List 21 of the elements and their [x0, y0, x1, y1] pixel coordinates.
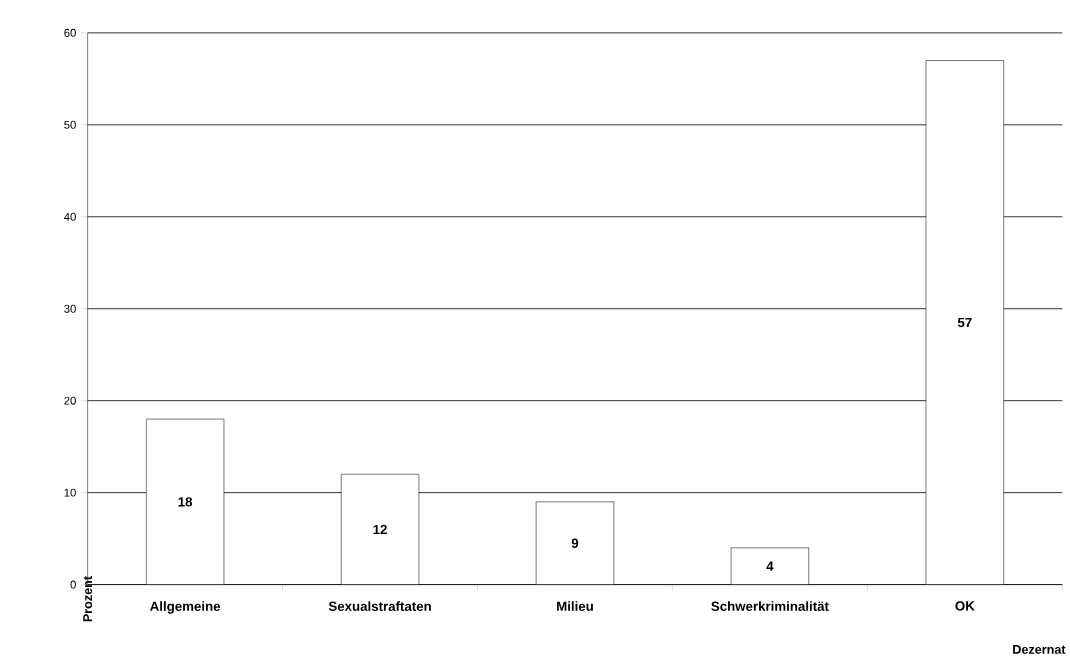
bar	[730, 547, 810, 585]
y-tick-label: 30	[64, 304, 76, 313]
data-label: 9	[571, 538, 579, 548]
data-label: 57	[957, 317, 972, 328]
x-tick-label: Milieu	[557, 601, 593, 611]
x-tick-label: OK	[955, 601, 975, 611]
y-tick-label: 20	[64, 396, 76, 405]
y-tick-label: 40	[64, 212, 76, 221]
x-tick-label: Allgemeine	[150, 601, 221, 614]
y-axis-title: Prozent	[83, 576, 93, 622]
bar	[535, 501, 615, 585]
x-axis-title: Dezernat	[1013, 644, 1066, 654]
y-tick-label: 60	[64, 28, 76, 37]
data-label: 4	[766, 561, 774, 571]
x-tick-label: Sexualstraftaten	[328, 601, 431, 611]
data-label: 18	[178, 497, 193, 507]
y-tick-label: 50	[64, 120, 76, 129]
x-tick-label: Schwerkriminalität	[711, 601, 829, 611]
y-tick-label: 10	[64, 488, 76, 497]
data-label: 12	[373, 524, 387, 534]
y-tick-label: 0	[70, 580, 76, 589]
